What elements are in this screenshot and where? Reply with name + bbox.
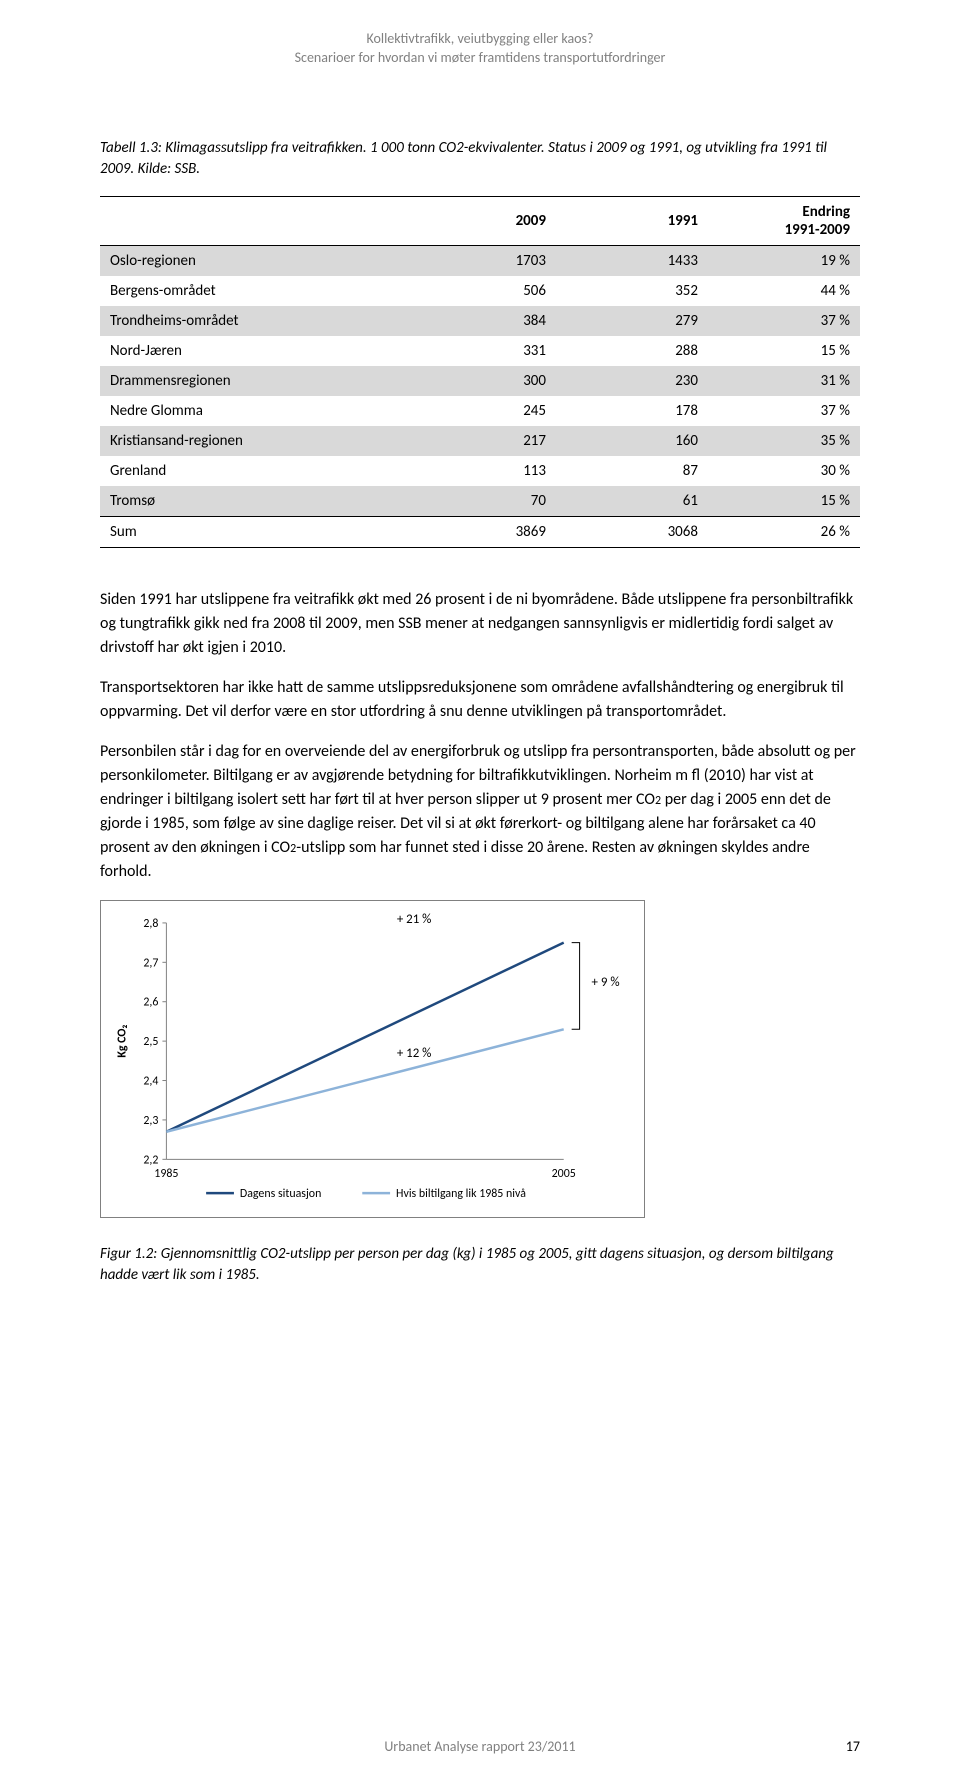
table-row: Grenland1138730 % [100, 456, 860, 486]
row-2009: 245 [404, 396, 556, 426]
row-label: Kristiansand-regionen [100, 426, 404, 456]
row-label: Oslo-regionen [100, 245, 404, 276]
svg-text:2,8: 2,8 [143, 917, 158, 931]
row-2009: 70 [404, 486, 556, 517]
row-label: Tromsø [100, 486, 404, 517]
table-row: Drammensregionen30023031 % [100, 366, 860, 396]
table-row: Bergens-området50635244 % [100, 276, 860, 306]
row-label: Drammensregionen [100, 366, 404, 396]
row-1991: 160 [556, 426, 708, 456]
figure-caption: Figur 1.2: Gjennomsnittlig CO2-utslipp p… [100, 1244, 860, 1286]
row-label: Trondheims-området [100, 306, 404, 336]
row-change: 37 % [708, 306, 860, 336]
row-2009: 506 [404, 276, 556, 306]
table-sum-row: Sum3869306826 % [100, 516, 860, 547]
row-2009: 300 [404, 366, 556, 396]
svg-text:2,5: 2,5 [143, 1035, 158, 1049]
header-line-2: Scenarioer for hvordan vi møter framtide… [100, 49, 860, 68]
col-2009: 2009 [404, 196, 556, 245]
sum-2009: 3869 [404, 516, 556, 547]
row-2009: 331 [404, 336, 556, 366]
row-change: 37 % [708, 396, 860, 426]
svg-text:+ 21 %: + 21 % [397, 912, 432, 927]
row-change: 44 % [708, 276, 860, 306]
row-change: 30 % [708, 456, 860, 486]
footer-text: Urbanet Analyse rapport 23/2011 [0, 1738, 960, 1755]
svg-text:2,3: 2,3 [143, 1114, 158, 1128]
row-2009: 384 [404, 306, 556, 336]
sum-1991: 3068 [556, 516, 708, 547]
chart-svg: 2,2 2,3 2,4 2,5 2,6 2,7 2,8 1985 2005 Kg CO₂ + 21 … [111, 911, 634, 1207]
sum-label: Sum [100, 516, 404, 547]
row-change: 15 % [708, 336, 860, 366]
para-2: Transportsektoren har ikke hatt de samme… [100, 676, 860, 724]
row-2009: 217 [404, 426, 556, 456]
row-1991: 87 [556, 456, 708, 486]
row-1991: 178 [556, 396, 708, 426]
table-caption: Tabell 1.3: Klimagassutslipp fra veitraf… [100, 138, 860, 180]
row-change: 31 % [708, 366, 860, 396]
header-line-1: Kollektivtrafikk, veiutbygging eller kao… [100, 30, 860, 49]
row-label: Bergens-området [100, 276, 404, 306]
row-change: 19 % [708, 245, 860, 276]
svg-text:Hvis biltilgang lik 1985 nivå: Hvis biltilgang lik 1985 nivå [396, 1187, 526, 1201]
sum-change: 26 % [708, 516, 860, 547]
table-row: Kristiansand-regionen21716035 % [100, 426, 860, 456]
emissions-chart: 2,2 2,3 2,4 2,5 2,6 2,7 2,8 1985 2005 Kg CO₂ + 21 … [100, 900, 645, 1218]
row-1991: 352 [556, 276, 708, 306]
page-number: 17 [846, 1738, 860, 1755]
row-2009: 1703 [404, 245, 556, 276]
row-label: Nedre Glomma [100, 396, 404, 426]
row-change: 15 % [708, 486, 860, 517]
table-row: Nord-Jæren33128815 % [100, 336, 860, 366]
svg-text:2,4: 2,4 [143, 1074, 158, 1088]
svg-text:1985: 1985 [154, 1167, 178, 1181]
table-row: Tromsø706115 % [100, 486, 860, 517]
svg-text:2,2: 2,2 [143, 1153, 158, 1167]
table-row: Nedre Glomma24517837 % [100, 396, 860, 426]
col-empty [100, 196, 404, 245]
svg-text:2005: 2005 [552, 1167, 576, 1181]
row-1991: 61 [556, 486, 708, 517]
row-change: 35 % [708, 426, 860, 456]
para-1: Siden 1991 har utslippene fra veitrafikk… [100, 588, 860, 660]
emissions-table: 2009 1991 Endring1991-2009 Oslo-regionen… [100, 196, 860, 548]
row-2009: 113 [404, 456, 556, 486]
row-label: Grenland [100, 456, 404, 486]
row-1991: 279 [556, 306, 708, 336]
row-1991: 1433 [556, 245, 708, 276]
svg-text:2,7: 2,7 [143, 956, 158, 970]
svg-text:+ 12 %: + 12 % [397, 1046, 432, 1061]
svg-text:2,6: 2,6 [143, 995, 158, 1009]
svg-text:Dagens situasjon: Dagens situasjon [240, 1187, 321, 1201]
para-3: Personbilen står i dag for en overveiend… [100, 740, 860, 884]
running-header: Kollektivtrafikk, veiutbygging eller kao… [100, 30, 860, 68]
row-1991: 230 [556, 366, 708, 396]
row-label: Nord-Jæren [100, 336, 404, 366]
row-1991: 288 [556, 336, 708, 366]
table-header-row: 2009 1991 Endring1991-2009 [100, 196, 860, 245]
col-change: Endring1991-2009 [708, 196, 860, 245]
svg-text:+ 9 %: + 9 % [592, 975, 620, 990]
col-1991: 1991 [556, 196, 708, 245]
svg-text:Kg CO₂: Kg CO₂ [116, 1024, 130, 1057]
table-row: Oslo-regionen1703143319 % [100, 245, 860, 276]
table-row: Trondheims-området38427937 % [100, 306, 860, 336]
